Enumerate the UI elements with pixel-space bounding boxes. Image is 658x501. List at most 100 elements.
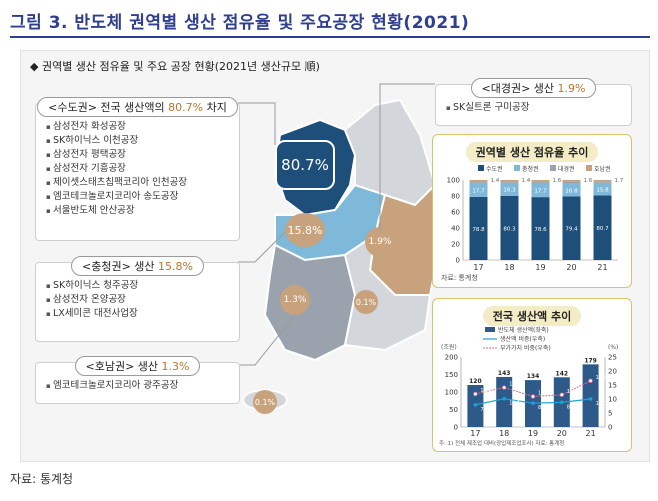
title-divider	[10, 36, 650, 38]
x-tick-label: 21	[597, 263, 607, 272]
plant-item: SK실트론 구미공장	[446, 101, 529, 115]
honam-plant-list: 엠코테크놀로지코리아 광주공장	[46, 379, 178, 393]
bar-segment	[531, 182, 550, 198]
plant-item: SK하이닉스 이천공장	[46, 134, 187, 148]
daegyeong-plant-list: SK실트론 구미공장	[446, 101, 529, 115]
bar-segment	[593, 180, 612, 182]
bar-segment	[469, 182, 488, 197]
production-share-point	[473, 403, 478, 407]
chart-note: 자료: 통계청	[441, 273, 478, 282]
plant-item: 삼성전자 기흥공장	[46, 162, 187, 176]
regional-share-chart-title: 권역별 생산 점유율 추이	[465, 142, 599, 162]
jeju-share-bubble: 0.1%	[253, 390, 277, 414]
plant-item: 엠코테크놀로지코리아 광주공장	[46, 379, 178, 393]
bar-segment-label: 80.7	[596, 226, 609, 232]
daegyeong-region-box: <대경권> 생산 1.9% SK실트론 구미공장	[435, 78, 632, 126]
bar-segment	[531, 197, 550, 260]
bar-segment-label: 17.7	[472, 188, 485, 194]
value-added-share-point	[530, 394, 536, 399]
production-chart-box: 전국 생산액 추이 반도체 생산액(좌축) 생산액 비중(우축) 부가가치 비중(우…	[432, 298, 632, 452]
bar-segment	[562, 183, 581, 197]
y-tick-label: 40	[451, 225, 460, 233]
honam-share-bubble: 1.3%	[280, 285, 310, 315]
bar-segment	[500, 180, 519, 182]
y-tick-label: 60	[451, 209, 460, 217]
y-tick-label: 200	[445, 354, 458, 362]
honam-region-label: <호남권> 생산 1.3%	[74, 356, 201, 376]
legend-swatch	[478, 165, 484, 171]
production-share-point	[502, 396, 506, 401]
bar-segment	[469, 180, 488, 182]
production-share-point	[531, 401, 535, 405]
chungcheong-share-bubble: 15.8%	[285, 213, 325, 247]
bar-segment	[562, 196, 581, 260]
plant-item: 제이셋스태츠칩팩코리아 인천공장	[46, 176, 187, 190]
chart-note: 주: 1) 전체 제조업 대비(광업제조업조사) 자료: 통계청	[439, 439, 564, 447]
bar-segment-label: 78.8	[472, 227, 485, 233]
bar-segment	[469, 181, 488, 183]
x-tick-label: 17	[473, 263, 483, 272]
bar-segment-label: 16.3	[503, 188, 516, 194]
plant-item: 삼성전자 평택공장	[46, 148, 187, 162]
production-bar	[496, 376, 513, 427]
bar-segment-label: 17.7	[534, 189, 547, 195]
x-tick-label: 18	[499, 429, 509, 438]
bar-segment	[500, 181, 519, 183]
legend-swatch	[586, 165, 592, 171]
regional-share-chart-box: 권역별 생산 점유율 추이 수도권 충청권 대경권 호남권 0 20 40 60 80 100 78…	[432, 134, 632, 288]
legend-swatch	[514, 165, 520, 171]
bar-top-label: 1.4	[491, 178, 500, 184]
x-tick-label: 17	[470, 429, 480, 438]
y-tick-label: 0	[454, 424, 458, 432]
bar-top-label: 1.6	[584, 178, 593, 184]
y2-tick-label: 10	[608, 396, 617, 404]
bar-top-label: 1.4	[522, 178, 531, 184]
left-axis-unit: (조원)	[441, 343, 457, 351]
legend-label: 대경권	[558, 165, 575, 173]
plant-item: SK하이닉스 청주공장	[46, 279, 138, 293]
x-tick-label: 18	[504, 263, 514, 272]
production-bar-label: 179	[584, 357, 597, 364]
figure-title: 그림 3. 반도체 권역별 생산 점유율 및 주요공장 현황(2021)	[10, 13, 470, 33]
y-tick-label: 50	[449, 406, 458, 414]
value-added-share-label: 10.9	[538, 390, 549, 396]
y2-tick-label: 25	[608, 354, 617, 362]
y2-tick-label: 15	[608, 382, 617, 390]
y2-tick-label: 0	[608, 424, 612, 432]
bar-segment	[593, 182, 612, 196]
production-chart: 반도체 생산액(좌축)생산액 비중(우축)부가가치 비중(우축) (조원) (%) 0…	[439, 326, 618, 447]
x-tick-label: 20	[566, 263, 576, 272]
gyeongnam-share-bubble: 0.1%	[354, 290, 378, 314]
bar-top-label: 1.6	[553, 178, 562, 184]
y-tick-label: 80	[451, 193, 460, 201]
legend-label: 호남권	[594, 165, 611, 173]
value-added-share-point	[588, 378, 593, 383]
y-tick-label: 20	[451, 241, 460, 249]
legend-label: 부가가치 비중(우축)	[500, 344, 551, 352]
figure-subtitle: ◆ 권역별 생산 점유율 및 주요 공장 현황(2021년 생산규모 順)	[30, 60, 320, 73]
legend-label: 반도체 생산액(좌축)	[498, 326, 549, 334]
capital-share-bubble: 80.7%	[275, 140, 335, 190]
legend-label: 수도권	[486, 165, 503, 173]
bar-segment	[593, 195, 612, 260]
y-tick-label: 150	[445, 371, 458, 379]
value-added-share-label: 11.8	[480, 388, 491, 394]
legend-swatch	[550, 165, 556, 171]
bar-segment-label: 80.3	[503, 226, 516, 232]
bar-segment	[531, 180, 550, 182]
production-bar	[582, 364, 599, 427]
production-bar-label: 120	[469, 378, 482, 385]
daegyeong-share-bubble: 1.9%	[365, 227, 395, 257]
bar-segment-label: 79.4	[565, 227, 578, 233]
production-share-label: 8.5	[538, 405, 546, 411]
chungcheong-region-label: <충청권> 생산 15.8%	[71, 256, 204, 276]
plant-item: 삼성전자 온양공장	[46, 293, 138, 307]
y-tick-label: 0	[456, 257, 460, 265]
map-honam-region	[263, 243, 357, 362]
bar-segment	[469, 196, 488, 260]
legend-swatch	[485, 327, 495, 332]
honam-region-box: <호남권> 생산 1.3% 엠코테크놀로지코리아 광주공장	[35, 356, 240, 404]
plant-item: 엠코테크놀로지코리아 송도공장	[46, 190, 187, 204]
value-added-share-label: 16.5	[596, 375, 607, 381]
